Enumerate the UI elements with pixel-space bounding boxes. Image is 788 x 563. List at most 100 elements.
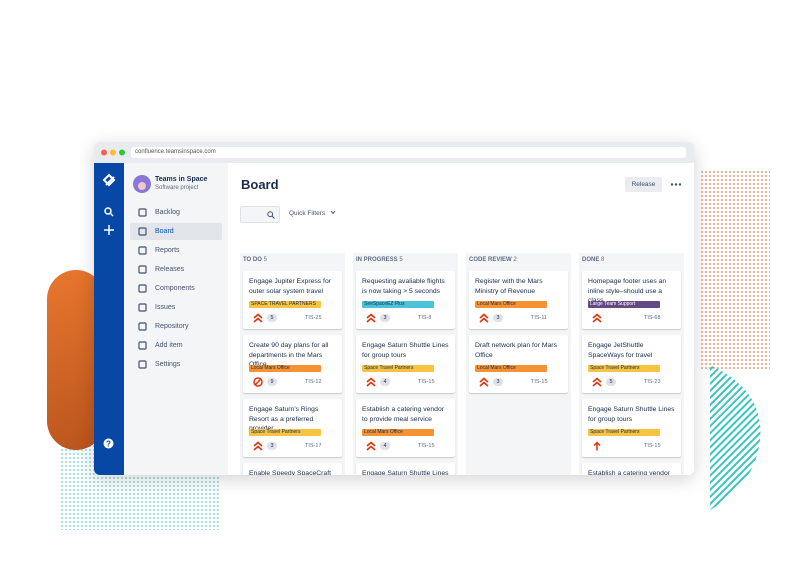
issue-key: TIS-17 [305,443,322,449]
card-title: Enable Speedy SpaceCraft as the preferre… [249,470,331,475]
card[interactable]: Engage Saturn Shuttle Lines for group to… [582,399,681,457]
column: TO DO 5 Engage Jupiter Express for outer … [240,253,345,475]
nav-icon [138,341,147,350]
release-button[interactable]: Release [625,177,662,192]
story-points: 3 [380,314,390,322]
card[interactable]: Establish a catering vendor to provide m… [356,399,455,457]
url-bar[interactable]: confluence.teamsinspace.com [131,147,686,158]
card[interactable]: Engage JetShuttle SpaceWays for travel Sp… [582,335,681,393]
card[interactable]: Register with the Mars Ministry of Reven… [469,271,568,329]
issue-key: TIS-15 [418,443,435,449]
card-label: Local Mars Office [362,429,434,436]
story-points: 4 [380,378,390,386]
nav-label: Reports [155,247,180,254]
issue-key: TIS-15 [644,443,661,449]
svg-text:?: ? [106,440,111,449]
nav-item[interactable]: Add item [130,337,222,354]
nav-item[interactable]: Repository [130,318,222,335]
card[interactable]: Engage Saturn's Rings Resort as a prefer… [243,399,342,457]
card[interactable]: Draft network plan for Mars Office Local … [469,335,568,393]
issue-key: TIS-12 [305,379,322,385]
card-label: Local Mars Office [475,301,547,308]
nav-item[interactable]: Backlog [130,204,222,221]
card-title: Engage Saturn Shuttle Lines for group to… [362,470,449,475]
search-icon[interactable] [104,207,114,217]
column-header: DONE 8 [582,257,604,263]
story-points: 3 [493,314,503,322]
create-icon[interactable] [104,225,114,235]
project-type: Software project [155,185,199,191]
card-title: Register with the Mars Ministry of Reven… [475,278,543,295]
nav-item[interactable]: Components [130,280,222,297]
nav-icon [138,284,147,293]
priority-icon [253,313,263,323]
nav-item[interactable]: Board [130,223,222,240]
logo[interactable] [101,172,117,188]
card[interactable]: Establish a catering vendor to provide m… [582,463,681,475]
board-area: Board Release Quick Filters TO DO 5 Engag… [228,163,694,475]
issue-key: TIS-11 [531,315,548,321]
column-count: 2 [513,257,517,263]
nav-item[interactable]: Releases [130,261,222,278]
card[interactable]: Engage Jupiter Express for outer solar s… [243,271,342,329]
column: DONE 8 Homepage footer uses an inline sty… [579,253,684,475]
priority-icon [253,377,263,387]
column-name: IN PROGRESS [356,257,398,263]
column-count: 5 [263,257,267,263]
card-title: Create 90 day plans for all departments … [249,342,329,368]
board-title: Board [241,177,279,192]
issue-key: TIS-23 [644,379,661,385]
more-button[interactable] [670,182,682,187]
column-header: IN PROGRESS 5 [356,257,403,263]
card[interactable]: Engage Saturn Shuttle Lines for group to… [356,463,455,475]
decor-stripes [710,365,761,510]
nav-icon [138,303,147,312]
card-label: Local Mars Office [475,365,547,372]
column: CODE REVIEW 2 Register with the Mars Mini… [466,253,571,475]
card-label: SeeSpaceEZ Plus [362,301,434,308]
decor-dots [700,170,770,370]
card-label: Large Team Support [588,301,660,308]
help-icon[interactable]: ? [103,438,114,449]
nav-icon [138,360,147,369]
card[interactable]: Create 90 day plans for all departments … [243,335,342,393]
project-avatar [133,175,151,193]
issue-key: TIS-68 [644,315,661,321]
card-label: Space Travel Partners [249,429,321,436]
card-title: Engage JetShuttle SpaceWays for travel [588,342,653,359]
card[interactable]: Requesting avaliable flights is now taki… [356,271,455,329]
quick-filters[interactable]: Quick Filters [289,210,336,217]
search-box[interactable] [240,206,280,223]
nav-item[interactable]: Reports [130,242,222,259]
priority-icon [479,313,489,323]
nav-item[interactable]: Issues [130,299,222,316]
issue-key: TIS-15 [418,379,435,385]
project-sidebar: Teams in Space Software project Backlog B… [124,163,228,475]
card-title: Engage Jupiter Express for outer solar s… [249,278,331,295]
column-name: CODE REVIEW [469,257,512,263]
column-header: CODE REVIEW 2 [469,257,517,263]
card-title: Establish a catering vendor to provide m… [588,470,670,475]
nav-label: Repository [155,323,189,330]
priority-icon [366,313,376,323]
global-sidebar: ? [94,163,124,475]
card[interactable]: Engage Saturn Shuttle Lines for group to… [356,335,455,393]
search-icon [267,211,275,219]
card-title: Engage Saturn Shuttle Lines for group to… [588,406,675,423]
column-name: TO DO [243,257,262,263]
card-title: Requesting avaliable flights is now taki… [362,278,445,295]
nav-label: Backlog [155,209,180,216]
priority-icon [366,441,376,451]
card[interactable]: Enable Speedy SpaceCraft as the preferre… [243,463,342,475]
column-count: 5 [399,257,403,263]
card-label: Space Travel Partners [588,365,660,372]
nav-label: Settings [155,361,181,368]
nav-label: Board [155,228,174,235]
column-name: DONE [582,257,600,263]
card[interactable]: Homepage footer uses an inline style–sho… [582,271,681,329]
story-points: 3 [493,378,503,386]
column-count: 8 [601,257,605,263]
nav-item[interactable]: Settings [130,356,222,373]
card-title: Draft network plan for Mars Office [475,342,557,359]
